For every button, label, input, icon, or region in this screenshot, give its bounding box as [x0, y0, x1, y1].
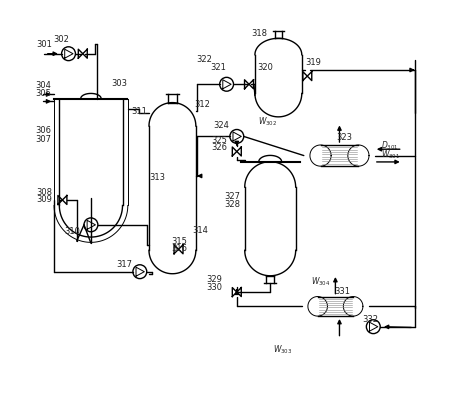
Text: 315: 315	[171, 237, 187, 246]
Text: 310: 310	[64, 227, 80, 236]
Text: 305: 305	[35, 89, 51, 98]
Text: 303: 303	[111, 78, 127, 88]
Text: 331: 331	[334, 287, 350, 296]
Text: 324: 324	[213, 121, 230, 130]
Text: 330: 330	[206, 283, 222, 292]
Text: 325: 325	[211, 136, 227, 145]
Text: $W_{301}$: $W_{301}$	[381, 148, 400, 161]
Text: 312: 312	[194, 100, 210, 109]
Text: 322: 322	[196, 55, 213, 64]
Text: 308: 308	[37, 188, 53, 197]
Text: 317: 317	[116, 260, 132, 269]
Text: 327: 327	[225, 192, 241, 201]
Text: 318: 318	[251, 29, 267, 38]
Text: 320: 320	[257, 63, 274, 71]
Text: 314: 314	[192, 226, 208, 235]
Text: 306: 306	[35, 126, 51, 135]
Text: 302: 302	[53, 35, 69, 44]
Text: 328: 328	[225, 200, 241, 209]
Text: 311: 311	[131, 107, 147, 116]
Text: 323: 323	[337, 133, 353, 142]
Text: 301: 301	[36, 40, 52, 49]
Text: 332: 332	[362, 315, 378, 324]
Text: 307: 307	[35, 135, 51, 144]
Text: 319: 319	[306, 58, 321, 67]
Text: 309: 309	[37, 195, 53, 204]
Text: 326: 326	[211, 143, 227, 152]
Text: 313: 313	[149, 173, 165, 183]
Text: 316: 316	[171, 244, 187, 253]
Text: 321: 321	[210, 63, 226, 71]
Text: $W_{302}$: $W_{302}$	[257, 116, 277, 128]
Text: $W_{303}$: $W_{303}$	[273, 344, 292, 356]
Text: 329: 329	[206, 275, 222, 284]
Text: $D_{301}$: $D_{301}$	[381, 140, 399, 152]
Text: $W_{304}$: $W_{304}$	[311, 275, 331, 288]
Text: 304: 304	[35, 81, 51, 90]
